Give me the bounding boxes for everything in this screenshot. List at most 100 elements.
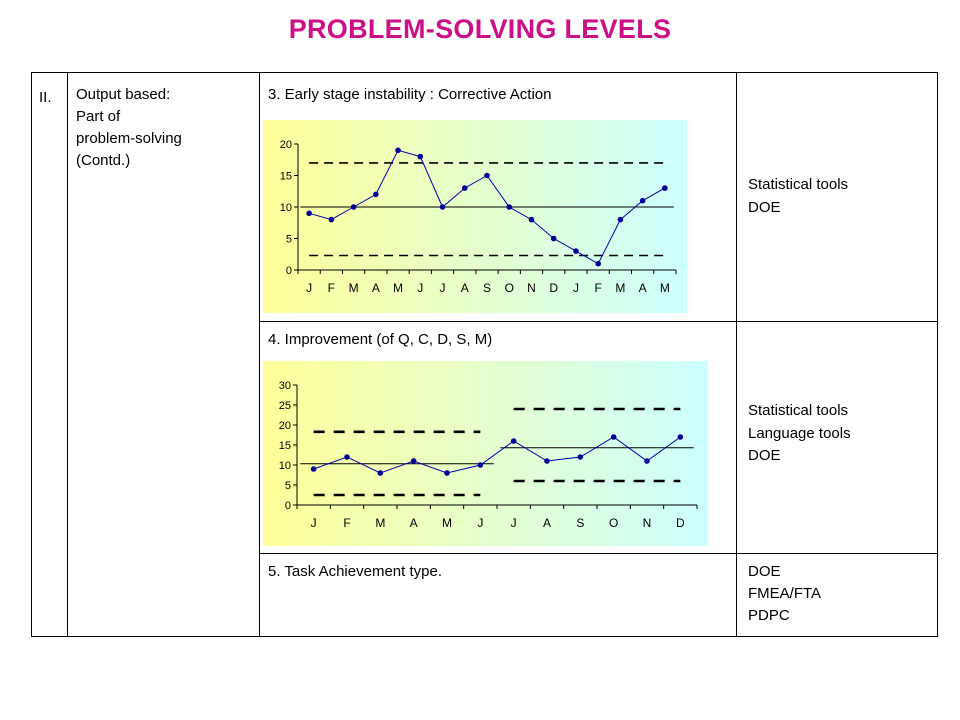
x-tick-label: F — [595, 281, 602, 295]
improvement-control-chart: 0 5 10 15 20 25 30 J F M A M J J A S O N D — [263, 361, 708, 546]
row-5-tool-3: PDPC — [748, 607, 790, 624]
y-tick-label: 10 — [279, 460, 291, 472]
row-5-tool-1: DOE — [748, 563, 781, 580]
x-tick-label: A — [410, 516, 418, 530]
x-tick-label: J — [311, 516, 317, 530]
x-tick-label: M — [375, 516, 385, 530]
x-tick-label: O — [609, 516, 618, 530]
y-tick-label: 0 — [285, 500, 291, 512]
data-point — [306, 210, 312, 217]
row-divider — [259, 321, 937, 322]
x-tick-label: J — [417, 281, 423, 295]
level-number: II. — [39, 89, 52, 106]
data-point — [350, 204, 357, 210]
x-tick-label: N — [527, 281, 536, 295]
x-tick-label: F — [328, 281, 335, 295]
chart-svg: 0 5 10 15 20 25 30 J F M A M J J A S O N D — [263, 361, 708, 546]
x-tick-label: N — [643, 516, 652, 530]
data-point — [510, 438, 517, 444]
data-point — [617, 216, 624, 223]
x-tick-label: M — [442, 516, 452, 530]
x-tick-label: J — [306, 281, 312, 295]
x-tick-label: D — [549, 281, 558, 295]
y-tick-label: 15 — [280, 171, 292, 183]
data-point — [644, 458, 650, 464]
column-divider — [736, 73, 737, 636]
row-5-heading: 5. Task Achievement type. — [268, 563, 442, 580]
data-point — [417, 153, 424, 160]
x-tick-label: M — [349, 281, 359, 295]
desc-line-1: Output based: — [76, 86, 171, 103]
x-tick-label: A — [639, 281, 647, 295]
data-point — [544, 458, 550, 464]
x-tick-label: A — [372, 281, 380, 295]
data-point — [461, 185, 468, 191]
data-point — [662, 185, 668, 191]
x-tick-label: O — [505, 281, 514, 295]
y-tick-label: 20 — [279, 420, 291, 432]
row-divider — [259, 553, 937, 554]
desc-line-4: (Contd.) — [76, 152, 131, 169]
x-tick-label: M — [393, 281, 403, 295]
desc-line-2: Part of — [76, 108, 121, 125]
data-point — [528, 216, 535, 223]
y-tick-label: 5 — [285, 480, 291, 492]
column-divider — [259, 73, 260, 636]
x-tick-label: S — [576, 516, 584, 530]
data-point — [506, 204, 513, 210]
chart-background — [263, 120, 687, 313]
data-point — [577, 454, 584, 460]
row-4-heading: 4. Improvement (of Q, C, D, S, M) — [268, 331, 493, 348]
x-tick-label: J — [477, 516, 483, 530]
data-point — [377, 470, 384, 476]
x-tick-label: J — [440, 281, 446, 295]
data-point — [439, 204, 446, 210]
x-tick-label: D — [676, 516, 685, 530]
x-tick-label: A — [543, 516, 551, 530]
x-tick-label: J — [573, 281, 579, 295]
data-point — [610, 434, 617, 440]
data-point — [550, 235, 557, 242]
y-tick-label: 0 — [286, 265, 292, 277]
x-tick-label: S — [483, 281, 491, 295]
x-tick-label: M — [615, 281, 625, 295]
row-3-tool-1: Statistical tools — [748, 176, 849, 193]
y-tick-label: 5 — [286, 234, 292, 246]
data-point — [484, 172, 490, 179]
y-tick-label: 20 — [280, 139, 292, 151]
desc-line-3: problem-solving — [76, 130, 182, 147]
data-point — [639, 197, 646, 204]
data-point — [573, 248, 579, 254]
y-tick-label: 30 — [279, 380, 291, 392]
y-tick-label: 10 — [280, 202, 292, 214]
page-title: PROBLEM-SOLVING LEVELS — [288, 14, 672, 44]
levels-table: II. Output based: Part of problem-solvin… — [31, 72, 938, 637]
data-point — [410, 458, 417, 464]
row-3-tool-2: DOE — [748, 199, 781, 216]
data-point — [595, 260, 601, 267]
data-point — [328, 216, 335, 223]
y-tick-label: 15 — [279, 440, 291, 452]
series-line — [313, 436, 681, 474]
data-point — [344, 454, 350, 460]
row-4-tool-3: DOE — [748, 447, 781, 464]
x-tick-label: M — [660, 281, 670, 295]
data-point — [373, 191, 379, 198]
row-5-tool-2: FMEA/FTA — [748, 585, 822, 602]
row-4-tool-1: Statistical tools — [748, 402, 849, 419]
data-point — [477, 462, 484, 468]
x-tick-label: F — [343, 516, 350, 530]
chart-background — [263, 361, 708, 546]
data-point — [310, 466, 317, 472]
column-divider — [67, 73, 68, 636]
instability-control-chart: 0 5 10 15 20 J F M A M J J A S O N D J F M A M — [263, 120, 687, 313]
data-point — [444, 470, 450, 476]
data-point — [677, 434, 684, 440]
y-tick-label: 25 — [279, 400, 291, 412]
x-tick-label: A — [461, 281, 469, 295]
row-4-tool-2: Language tools — [748, 425, 851, 442]
row-3-heading: 3. Early stage instability : Corrective … — [268, 86, 552, 103]
data-point — [395, 147, 401, 154]
x-tick-label: J — [511, 516, 517, 530]
